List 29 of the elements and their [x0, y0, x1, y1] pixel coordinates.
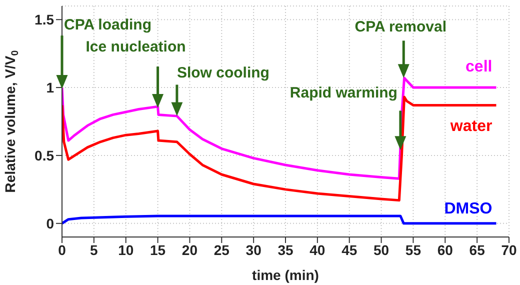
x-tick-label: 5: [90, 242, 98, 258]
x-tick-label: 50: [373, 242, 390, 258]
x-tick-label: 60: [437, 242, 454, 258]
y-tick-label: 0.5: [34, 147, 54, 164]
annotation: CPA removal: [354, 18, 446, 36]
x-tick-label: 15: [150, 242, 166, 258]
x-tick-label: 40: [310, 242, 326, 258]
x-tick-label: 70: [501, 242, 517, 258]
x-tick-label: 65: [469, 242, 486, 258]
annotation: CPA loading: [64, 16, 152, 34]
line-series: [62, 214, 498, 225]
series-label: water: [449, 118, 492, 136]
x-tick-label: 35: [278, 242, 294, 258]
series-label: cell: [466, 58, 492, 76]
y-tick-label: 0: [46, 215, 54, 232]
x-tick-label: 10: [118, 242, 134, 258]
x-tick-label: 30: [246, 242, 262, 258]
y-tick-label: 1.5: [34, 12, 54, 28]
x-tick-label: 0: [58, 242, 66, 258]
x-axis-title: time (min): [252, 267, 319, 283]
annotation: Slow cooling: [176, 64, 270, 82]
annotation: Rapid warming: [290, 84, 398, 102]
y-tick-label: 1: [46, 80, 54, 96]
x-tick-label: 45: [342, 242, 358, 258]
x-tick-label: 20: [182, 242, 198, 258]
x-tick-label: 55: [405, 242, 422, 258]
series-label: DMSO: [444, 200, 492, 218]
x-tick-label: 25: [214, 242, 230, 258]
annotation: Ice nucleation: [86, 38, 186, 56]
